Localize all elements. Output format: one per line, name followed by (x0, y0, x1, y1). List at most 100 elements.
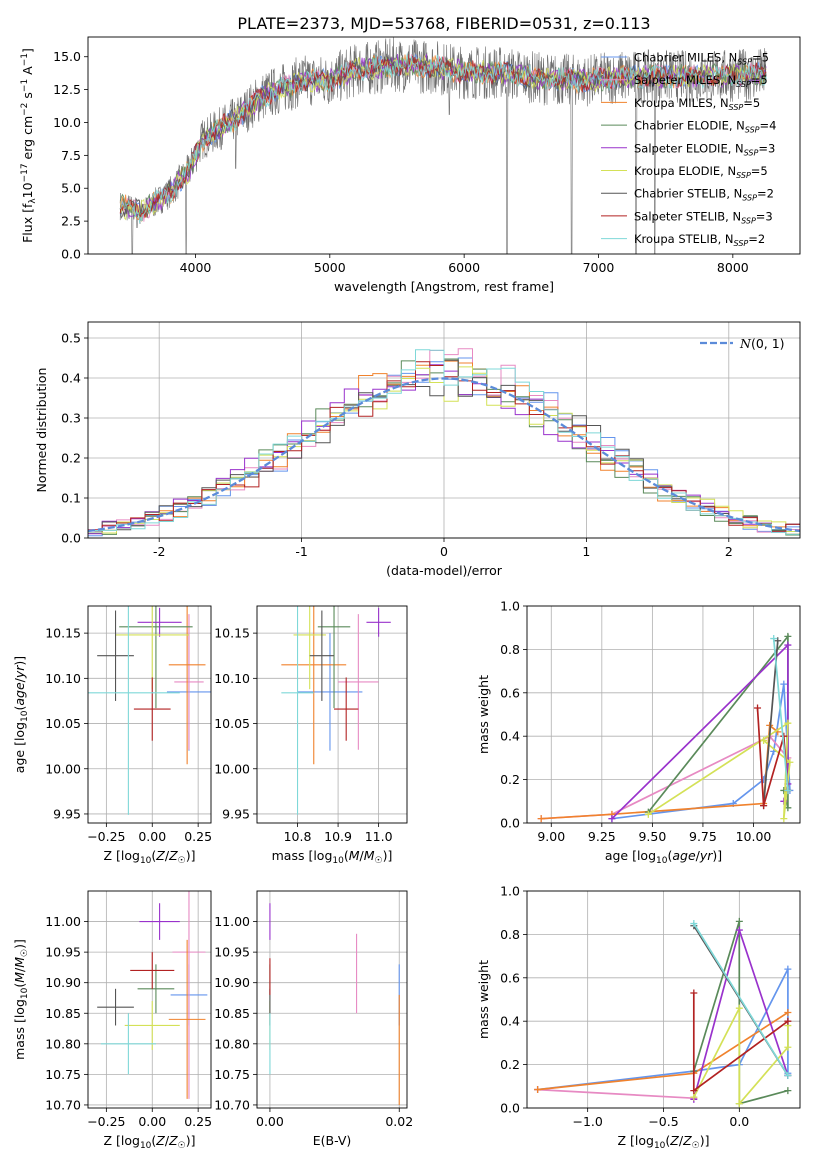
mass-vs-ebv-chart: 0.00 0.02 10.70 10.75 10.80 10.85 10.90 10.95 11… (214, 890, 413, 1148)
weight-marker-chabrier-miles (780, 680, 788, 688)
x-tick-label: 8000 (717, 260, 749, 275)
x-tick-label: 10.8 (284, 829, 312, 844)
y-tick-label: 0.4 (500, 729, 520, 744)
x-tick-label: 9.25 (588, 829, 616, 844)
y-tick-label: 10.0 (53, 115, 81, 130)
legend-label-salpeter-elodie: Salpeter ELODIE, NSSP=3 (634, 141, 775, 157)
y-tick-label: 10.15 (45, 626, 81, 641)
plot-area (119, 37, 767, 254)
weight-marker-kroupa-elodie (784, 719, 792, 727)
y-tick-label: 10.75 (45, 1067, 81, 1082)
legend-label-salpeter-miles: Salpeter MILES, NSSP=5 (634, 73, 768, 89)
x-tick-label: 0 (440, 544, 448, 559)
figure-title: PLATE=2373, MJD=53768, FIBERID=0531, z=0… (237, 14, 650, 33)
x-axis-label: Z [log10(Z/Z☉)] (617, 1133, 709, 1151)
x-tick-label: −1.0 (572, 1114, 602, 1129)
plot-area (97, 891, 208, 1099)
y-tick-label: 0.2 (500, 1057, 520, 1072)
y-tick-label: 2.5 (61, 214, 81, 229)
x-axis-label: mass [log10(M/M☉)] (272, 848, 393, 866)
y-tick-label: 0.1 (61, 491, 81, 506)
weight-marker-salpeter-stelib (784, 1017, 792, 1025)
legend-label-kroupa-stelib: Kroupa STELIB, NSSP=2 (634, 232, 765, 248)
x-tick-label: 6000 (448, 260, 480, 275)
weight-marker-kroupa-elodie (786, 758, 794, 766)
weight-line-salpeter-elodie (692, 927, 789, 1100)
residuals-chart: -2 -1 0 1 2 0.0 0.1 0.2 0.3 0.4 0.5 (data-model)/er… (34, 321, 801, 578)
axes-frame (526, 605, 801, 824)
x-tick-label: 9.50 (638, 829, 666, 844)
weight-line-chabrier-miles (611, 683, 791, 820)
y-tick-label: 0.4 (61, 371, 81, 386)
y-tick-label: 0.0 (61, 247, 81, 262)
y-tick-label: 10.70 (45, 1097, 81, 1112)
plot-area (88, 606, 211, 815)
axes-frame (87, 36, 801, 255)
weight-marker-salpeter-stelib (690, 989, 698, 997)
weight-marker-salpeter-elodie (784, 641, 792, 649)
age-vs-mass-chart: 10.8 10.9 11.0 9.95 10.00 10.05 10.10 10.15 mass… (214, 605, 408, 866)
weight-marker-kroupa-miles (537, 815, 545, 823)
y-tick-label: 1.0 (500, 884, 520, 899)
y-tick-label: 0.2 (500, 772, 520, 787)
weight-marker-kroupa-elodie (784, 1043, 792, 1051)
y-tick-label: 0.6 (500, 685, 520, 700)
plot-area (537, 632, 794, 823)
weight-marker-chabrier-elodie (784, 1087, 792, 1095)
y-tick-label: 10.90 (214, 975, 250, 990)
legend-label-chabrier-stelib: Chabrier STELIB, NSSP=2 (634, 187, 774, 203)
x-tick-label: 11.0 (365, 829, 393, 844)
y-tick-label: 9.95 (222, 806, 250, 821)
weight-line-salpeter-elodie (611, 643, 789, 820)
x-tick-label: 1 (582, 544, 590, 559)
plot-area (88, 348, 800, 537)
legend-label-salpeter-stelib: Salpeter STELIB, NSSP=3 (634, 209, 773, 225)
weight-marker-kroupa-stelib (690, 920, 698, 928)
weight-marker-kroupa-elodie (644, 810, 652, 818)
weight-marker-salpeter-elodie (608, 815, 616, 823)
weight-marker-kroupa-stelib (784, 1071, 792, 1079)
plot-area (534, 917, 792, 1108)
y-tick-label: 0.2 (61, 451, 81, 466)
y-tick-label: 10.05 (45, 716, 81, 731)
weight-line-chabrier-miles (537, 968, 789, 1091)
y-tick-label: 7.5 (61, 148, 81, 163)
y-tick-label: 11.00 (214, 914, 250, 929)
y-tick-label: 10.00 (214, 761, 250, 776)
y-tick-label: 0.5 (61, 331, 81, 346)
weight-marker-kroupa-elodie (735, 1100, 743, 1108)
y-tick-label: 0.8 (500, 642, 520, 657)
y-tick-label: 5.0 (61, 181, 81, 196)
y-axis-label: age [log10(age/yr)] (12, 656, 30, 773)
weight-marker-kroupa-elodie (780, 815, 788, 823)
legend-label-kroupa-miles: Kroupa MILES, NSSP=5 (634, 96, 760, 112)
axes-frame (256, 605, 408, 824)
age-vs-metallicity-chart: −0.25 0.00 0.25 9.95 10.00 10.05 10.10 10.15 Z [… (12, 605, 212, 866)
weight-marker-kroupa-stelib (784, 786, 792, 794)
axes-frame (87, 605, 212, 824)
y-tick-label: 10.85 (45, 1006, 81, 1021)
y-tick-label: 10.90 (45, 975, 81, 990)
x-tick-label: 0.0 (729, 1114, 749, 1129)
y-tick-label: 0.0 (500, 816, 520, 831)
weight-line-chabrier-elodie (647, 633, 789, 813)
weight-marker-kroupa-elodie (690, 1093, 698, 1101)
x-tick-label: 10.9 (324, 829, 352, 844)
x-tick-label: −0.25 (87, 1114, 125, 1129)
x-axis-label: Z [log10(Z/Z☉)] (103, 1133, 195, 1151)
weight-marker-salpeter-stelib (754, 704, 762, 712)
y-tick-label: 11.00 (45, 914, 81, 929)
x-tick-label: -2 (153, 544, 165, 559)
x-tick-label: 0.00 (256, 1114, 284, 1129)
plot-area (281, 606, 391, 815)
y-tick-label: 10.05 (214, 716, 250, 731)
weight-marker-kroupa-miles (784, 1009, 792, 1017)
y-tick-label: 9.95 (53, 806, 81, 821)
x-axis-label: (data-model)/error (386, 563, 503, 578)
weight-marker-salpeter-stelib (690, 1087, 698, 1095)
y-tick-label: 0.4 (500, 1014, 520, 1029)
legend-label-chabrier-miles: Chabrier MILES, NSSP=5 (634, 51, 769, 67)
x-tick-label: 2 (725, 544, 733, 559)
model-line-kroupa-stelib (119, 53, 767, 224)
y-tick-label: 0.6 (500, 970, 520, 985)
